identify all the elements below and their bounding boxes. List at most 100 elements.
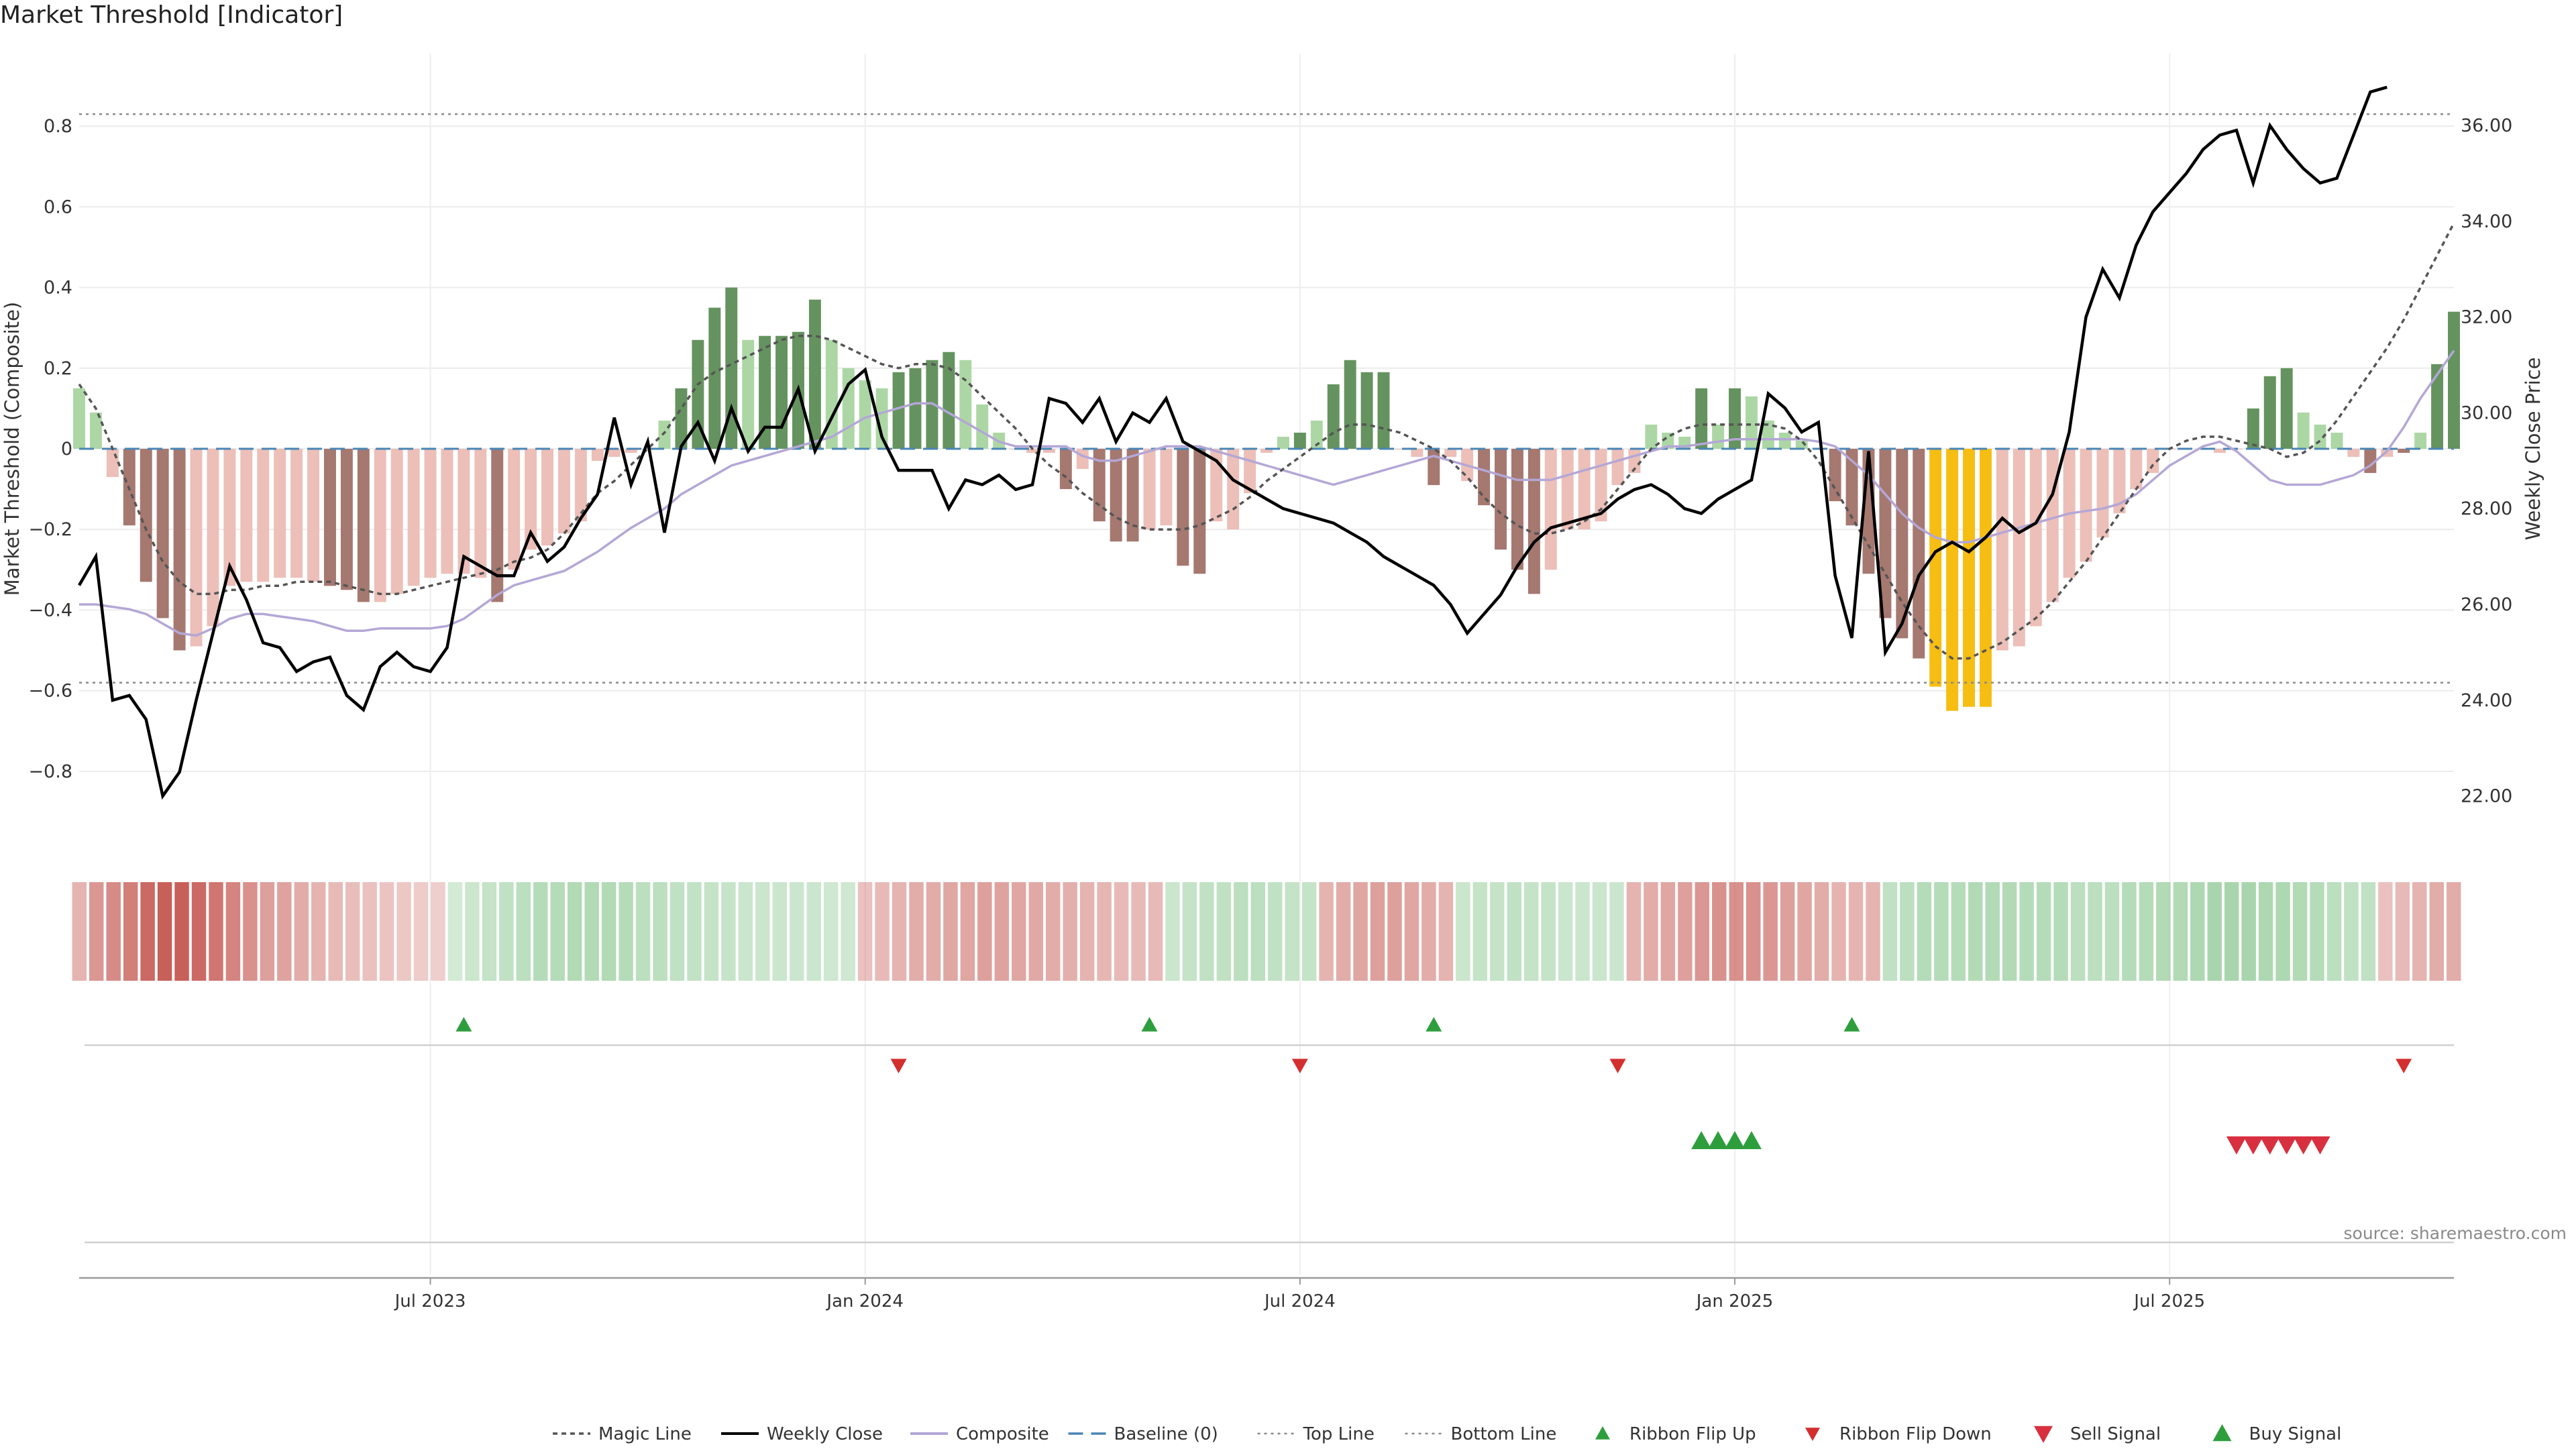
ribbon-cell [772,882,788,981]
ribbon-cell [653,882,667,981]
ribbon-cell [1831,882,1846,981]
ribbon-flip-down-marker [1291,1059,1308,1073]
left-tick-label: 0.4 [44,278,72,299]
composite-bar [1712,424,1725,449]
ribbon-cell [277,882,292,981]
source-note: source: sharemaestro.com [2343,1224,2567,1243]
ribbon-cell [687,882,702,981]
ribbon-cell [447,882,463,981]
composite-bar [1729,388,1741,449]
composite-bar [240,449,253,582]
composite-bar [1778,432,1791,449]
composite-bar [2398,449,2410,453]
left-tick-label: −0.6 [28,681,72,702]
legend-label: Ribbon Flip Up [1629,1424,1756,1444]
ribbon-cell [841,882,855,981]
composite-bar [1210,449,1223,522]
composite-bar [859,380,871,449]
composite-bar [1829,449,1841,502]
legend-item-flip_down: Ribbon Flip Down [1805,1424,1992,1444]
ribbon-cell [2104,882,2120,981]
ribbon-cell [2292,882,2308,981]
left-axis-label: Market Threshold (Composite) [1,302,23,596]
ribbon-cell [1900,882,1915,981]
buy-signal-marker [1725,1131,1746,1149]
ribbon-cell [1182,882,1197,981]
sell-signal-marker [2310,1136,2330,1155]
composite-bar [1293,432,1306,449]
ribbon-cell [2019,882,2034,981]
ribbon-cell [857,882,873,981]
ribbon-cell [1558,882,1573,981]
composite-bar [1344,360,1356,449]
composite-bar [625,449,637,453]
ribbon-cell [157,882,172,981]
composite-bar [1110,449,1122,542]
composite-bar [508,449,521,570]
sell-signal-marker [2259,1136,2280,1155]
composite-bar [959,360,972,449]
composite-bar [541,449,554,546]
ribbon-cell [1336,882,1351,981]
composite-bar [2029,449,2042,627]
ribbon-layer [72,882,2461,981]
composite-bar [1544,449,1557,570]
composite-bar [1913,449,1925,659]
ribbon-cell [1148,882,1163,981]
ribbon-cell [2036,882,2051,981]
ribbon-cell [1797,882,1812,981]
right-tick-label: 32.00 [2461,307,2512,328]
ribbon-cell [755,882,770,981]
composite-bar [458,449,470,574]
ribbon-cell [1165,882,1180,981]
ribbon-cell [533,882,548,981]
magic-line [78,222,2455,660]
x-tick-label: Jul 2023 [394,1291,466,1311]
ribbon-cell [2241,882,2256,981]
composite-bar [2247,408,2259,449]
ribbon-cell [1780,882,1795,981]
composite-bar [1963,449,1976,707]
composite-bar [2113,449,2126,514]
composite-bar [173,449,186,651]
ribbon-cell [1660,882,1676,981]
legend-item-baseline: Baseline (0) [1068,1424,1218,1444]
ribbon-cell [396,882,411,981]
ribbon-cell [2070,882,2086,981]
composite-bar [2280,368,2293,449]
ribbon-cell [1012,882,1026,981]
ribbon-cell [1592,882,1607,981]
ribbon-cell [465,882,480,981]
composite-bar [775,335,788,449]
ribbon-cell [1729,882,1743,981]
axes-layer: 0.8 0.6 0.4 0.2 0 −0.2 −0.4 −0.6 −0.8 22.00 24.00 2… [1,115,2544,1311]
legend-swatch [1595,1426,1610,1440]
composite-bar [190,449,203,647]
ribbon-cell [1609,882,1624,981]
composite-bar [374,449,386,602]
ribbon-cell [1353,882,1368,981]
ribbon-cell [2224,882,2239,981]
sell-signal-marker [2276,1136,2297,1155]
composite-bar [525,449,537,550]
composite-bar [140,449,152,582]
ribbon-flip-up-marker [455,1017,472,1032]
ribbon-cell [123,882,138,981]
ribbon-cell [413,882,429,981]
composite-bar [2448,311,2460,449]
ribbon-cell [1456,882,1470,981]
ribbon-cell [225,882,241,981]
ribbon-cell [1917,882,1932,981]
legend-label: Baseline (0) [1114,1424,1218,1444]
ribbon-cell [1404,882,1419,981]
ribbon-flip-down-marker [2396,1059,2412,1073]
ribbon-cell [1079,882,1095,981]
legend-item-close: Weekly Close [721,1424,883,1444]
composite-bar [207,449,219,627]
composite-bar [2263,376,2276,449]
left-tick-label: −0.8 [28,761,72,782]
composite-bar [2130,449,2143,490]
composite-bar [1227,449,1240,530]
